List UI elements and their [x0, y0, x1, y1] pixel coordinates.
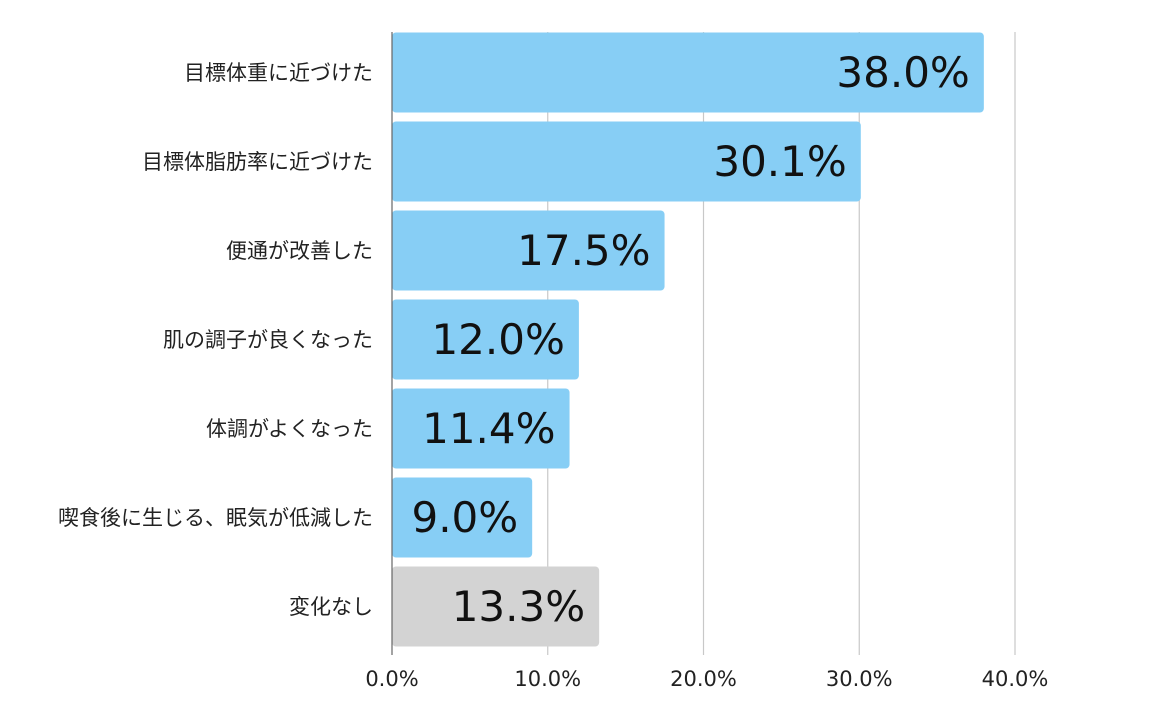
data-label-2: 17.5% [517, 226, 650, 275]
bar-5 [392, 477, 533, 558]
category-label-4: 体調がよくなった [206, 417, 373, 441]
category-label-1: 目標体脂肪率に近づけた [142, 150, 373, 174]
bar-3 [392, 299, 579, 380]
category-label-5: 喫食後に生じる、眠気が低減した [58, 506, 373, 530]
category-label-2: 便通が改善した [226, 239, 373, 263]
x-tick-label-2: 20.0% [670, 667, 737, 691]
x-tick-label-1: 10.0% [514, 667, 581, 691]
x-tick-labels: 0.0% 10.0% 20.0% 30.0% 40.0% [365, 667, 1048, 691]
data-label-0: 38.0% [836, 48, 969, 97]
bar-0 [392, 32, 984, 113]
data-label-4: 11.4% [422, 404, 555, 453]
bar-6 [392, 566, 600, 647]
data-labels: 38.0% 30.1% 17.5% 12.0% 11.4% 9.0% 13.3% [411, 48, 969, 631]
bar-1 [392, 121, 861, 202]
x-tick-label-0: 0.0% [365, 667, 418, 691]
category-labels: 目標体重に近づけた目標体脂肪率に近づけた便通が改善した肌の調子が良くなった体調が… [58, 61, 373, 619]
bar-4 [392, 388, 570, 469]
bar-2 [392, 210, 665, 291]
data-label-5: 9.0% [411, 493, 518, 542]
data-label-6: 13.3% [452, 582, 585, 631]
data-label-3: 12.0% [431, 315, 564, 364]
category-label-3: 肌の調子が良くなった [163, 328, 373, 352]
category-label-6: 変化なし [289, 595, 373, 619]
category-label-0: 目標体重に近づけた [184, 61, 373, 85]
bars [392, 32, 984, 647]
x-tick-label-3: 30.0% [826, 667, 893, 691]
x-tick-label-4: 40.0% [982, 667, 1049, 691]
data-label-1: 30.1% [713, 137, 846, 186]
